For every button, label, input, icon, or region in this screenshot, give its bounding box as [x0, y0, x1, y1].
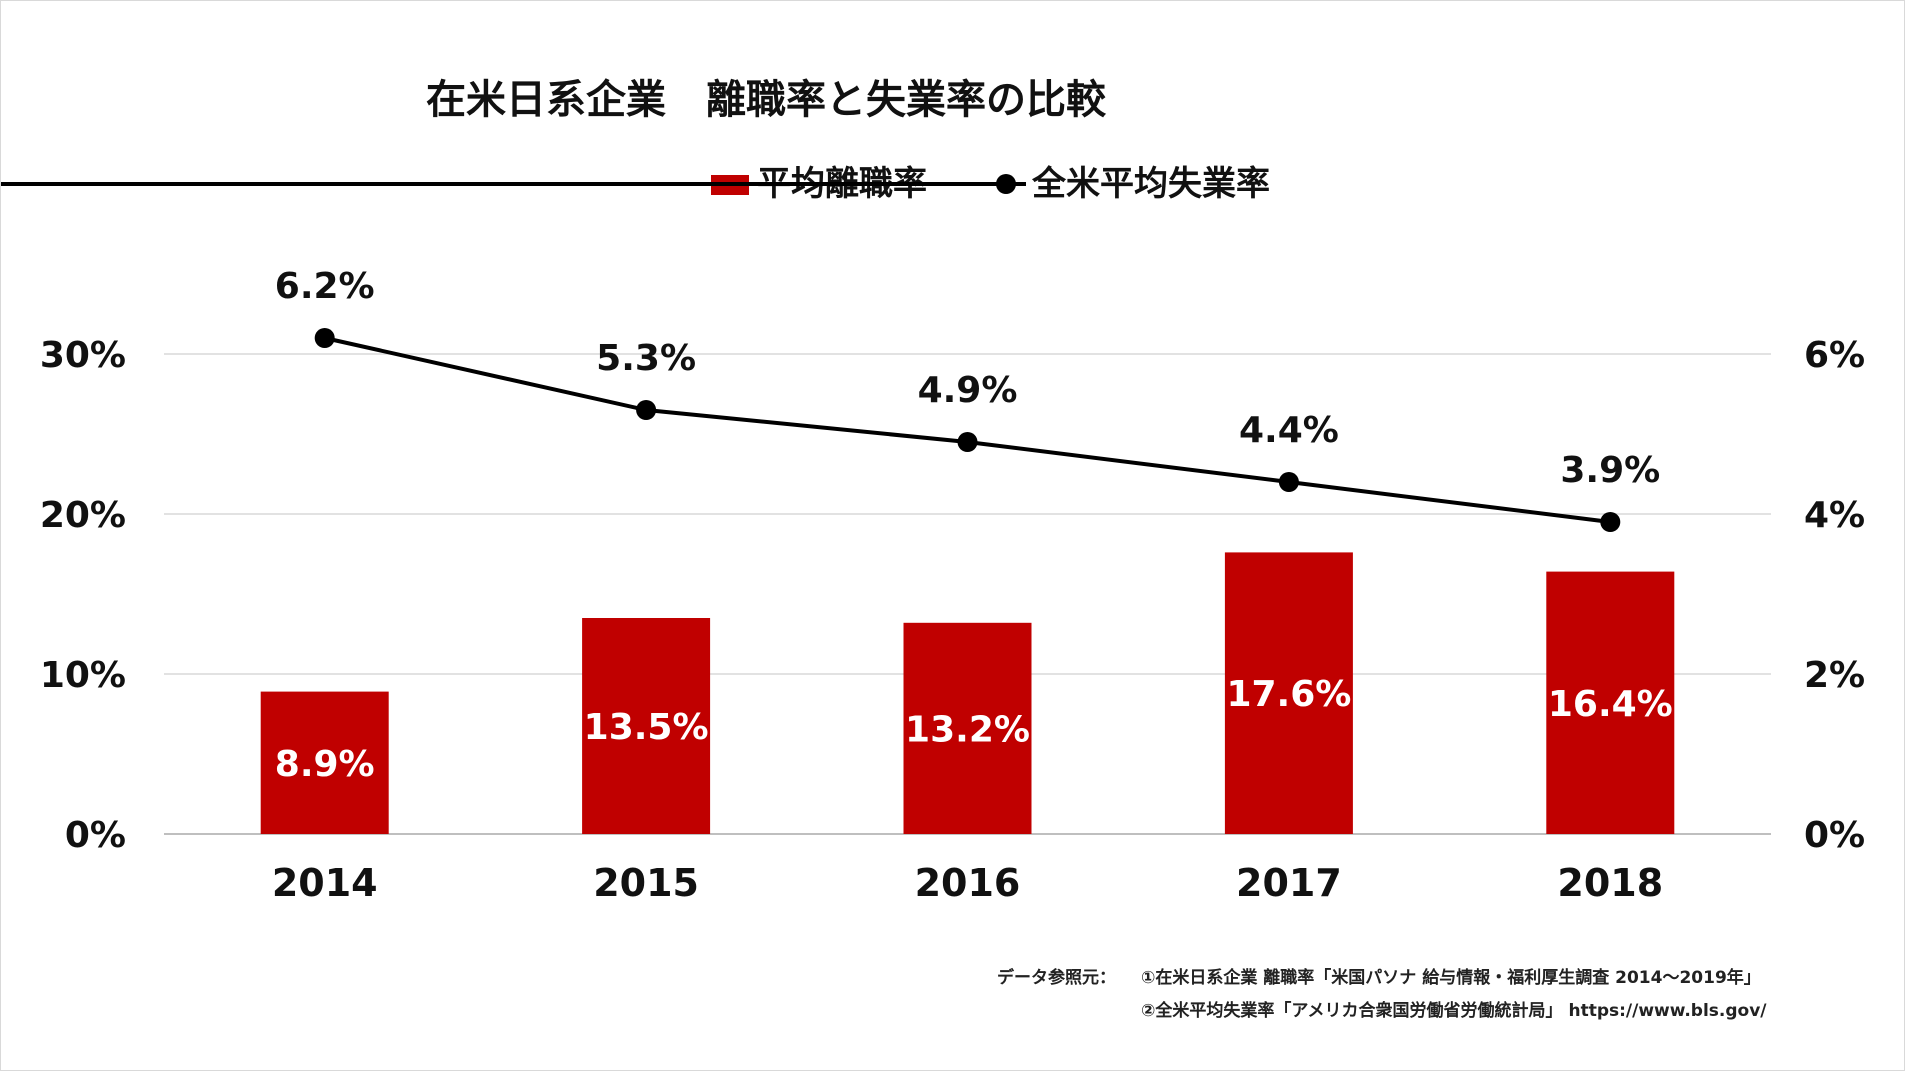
- right-axis-tick-label: 6%: [1804, 335, 1865, 376]
- bar-data-label: 16.4%: [1548, 684, 1673, 725]
- bar: [260, 691, 389, 834]
- line-point: [636, 400, 657, 420]
- line-point: [314, 328, 335, 348]
- left-axis: 0% 10% 20% 30%: [40, 335, 126, 856]
- right-axis: 0% 2% 4% 6%: [1804, 335, 1865, 856]
- line-data-label: 4.4%: [1239, 410, 1339, 451]
- line-path: [324, 336, 1611, 524]
- line-point: [1600, 512, 1621, 532]
- bar: [1546, 571, 1675, 834]
- source-prefix: データ参照元：: [997, 967, 1116, 988]
- bar-data-label: 13.2%: [905, 709, 1030, 750]
- line-data-label: 3.9%: [1560, 450, 1660, 491]
- x-axis: 2014 2015 2016 2017 2018: [272, 861, 1663, 905]
- bar: [1224, 552, 1353, 834]
- line-series: 6.2% 5.3% 4.9% 4.4% 3.9%: [275, 266, 1660, 532]
- legend-line-marker: [996, 174, 1016, 194]
- line-data-label: 5.3%: [596, 338, 696, 379]
- bar-data-label: 17.6%: [1226, 674, 1351, 715]
- left-axis-tick-label: 10%: [40, 655, 126, 696]
- left-axis-tick-label: 20%: [40, 495, 126, 536]
- x-axis-category-label: 2018: [1557, 861, 1663, 905]
- x-axis-category-label: 2014: [272, 861, 378, 905]
- line-point: [1278, 472, 1299, 492]
- legend: 平均離職率 全米平均失業率: [1, 164, 1270, 204]
- right-axis-tick-label: 2%: [1804, 655, 1865, 696]
- bar: [903, 622, 1032, 834]
- left-axis-tick-label: 0%: [65, 815, 126, 856]
- line-data-label: 6.2%: [275, 266, 375, 307]
- legend-line-label: 全米平均失業率: [1031, 164, 1270, 204]
- source-line-1: ①在米日系企業 離職率「米国パソナ 給与情報・福利厚生調査 2014～2019年…: [1141, 967, 1761, 988]
- right-axis-tick-label: 4%: [1804, 495, 1865, 536]
- right-axis-tick-label: 0%: [1804, 815, 1865, 856]
- line-point: [957, 432, 978, 452]
- source-line-2: ②全米平均失業率「アメリカ合衆国労働省労働統計局」 https://www.bl…: [1141, 1000, 1767, 1021]
- left-axis-tick-label: 30%: [40, 335, 126, 376]
- source-note: データ参照元： ①在米日系企業 離職率「米国パソナ 給与情報・福利厚生調査 20…: [997, 967, 1767, 1021]
- bar-data-label: 8.9%: [275, 744, 375, 785]
- bar: [582, 618, 711, 834]
- x-axis-category-label: 2016: [915, 861, 1021, 905]
- x-axis-category-label: 2017: [1236, 861, 1342, 905]
- x-axis-category-label: 2015: [593, 861, 699, 905]
- chart-title: 在米日系企業 離職率と失業率の比較: [426, 77, 1107, 123]
- bar-data-label: 13.5%: [584, 707, 709, 748]
- bar-series: 8.9% 13.5% 13.2% 17.6% 16.4%: [260, 552, 1675, 834]
- line-data-label: 4.9%: [918, 370, 1018, 411]
